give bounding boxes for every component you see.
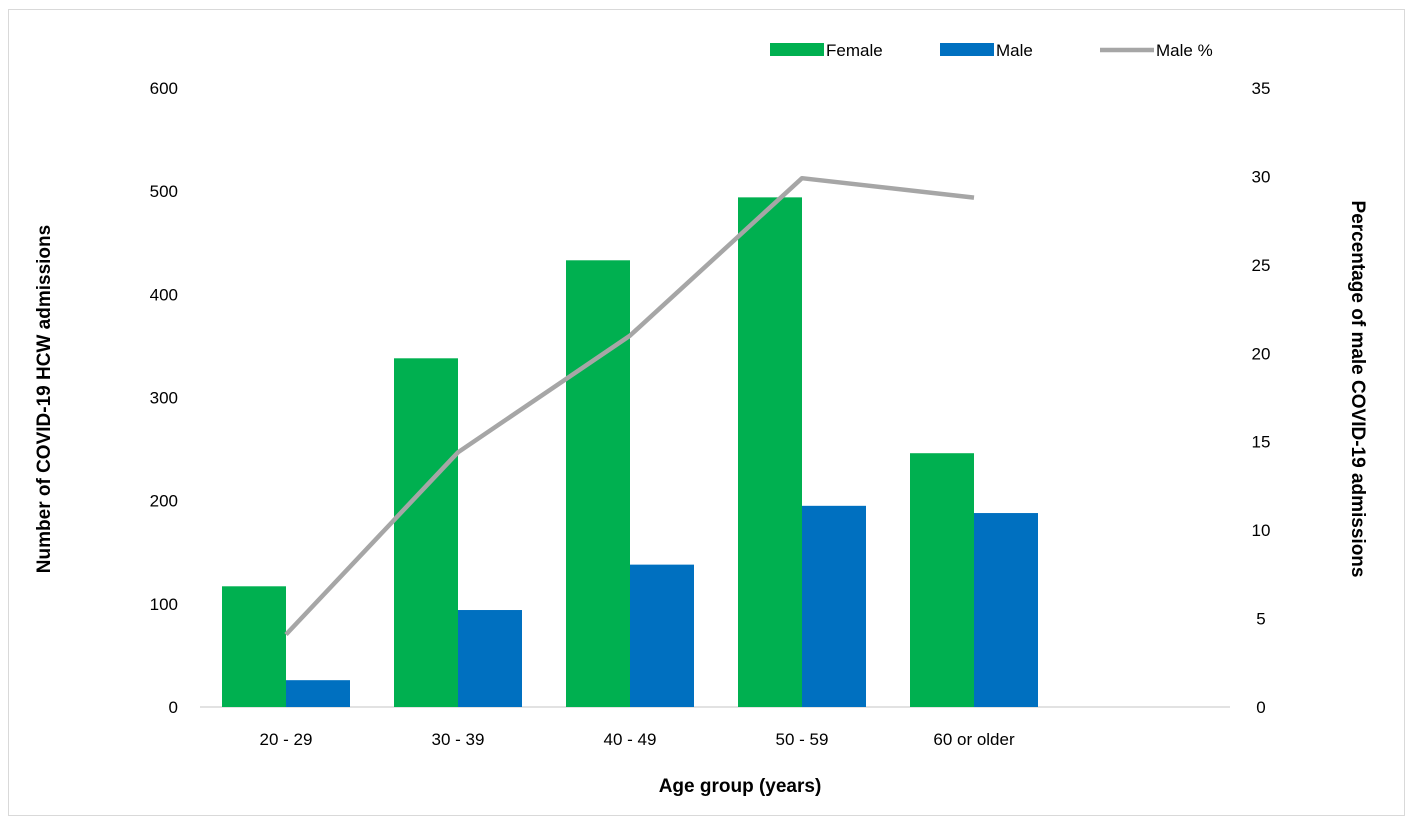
legend-swatch-male [940, 43, 994, 56]
bar-female-2 [566, 260, 630, 707]
bar-female-3 [738, 197, 802, 707]
legend-label-male: Male % [1156, 41, 1213, 60]
x-tick-label: 20 - 29 [260, 730, 313, 749]
y2-tick-label: 20 [1252, 344, 1271, 363]
y2-tick-label: 35 [1252, 79, 1271, 98]
male-pct-line-group [284, 175, 975, 637]
right-axis-ticks: 0 5 10 15 20 25 30 35 [1252, 79, 1271, 717]
y-axis-title: Number of COVID-19 HCW admissions [34, 225, 55, 573]
y2-tick-label: 25 [1252, 256, 1271, 275]
legend-label-female: Female [826, 41, 883, 60]
y2-tick-label: 0 [1256, 698, 1265, 717]
bar-female-1 [394, 358, 458, 707]
legend: Female Male Male % [770, 41, 1213, 60]
y2-tick-label: 30 [1252, 167, 1271, 186]
x-tick-label: 50 - 59 [776, 730, 829, 749]
y-tick-label: 400 [150, 285, 178, 304]
y2-tick-label: 5 [1256, 610, 1265, 629]
bar-male-3 [802, 505, 866, 707]
y-tick-label: 0 [169, 698, 178, 717]
legend-swatch-female [770, 43, 824, 56]
y-tick-label: 500 [150, 182, 178, 201]
left-axis-ticks: 0 100 200 300 400 500 600 [150, 79, 178, 717]
bar-male-2 [630, 564, 694, 707]
y-tick-label: 100 [150, 595, 178, 614]
bar-male-1 [458, 610, 522, 707]
legend-label-male: Male [996, 41, 1033, 60]
x-tick-label: 60 or older [933, 730, 1015, 749]
x-tick-label: 30 - 39 [432, 730, 485, 749]
bars-group [222, 197, 1038, 707]
y-tick-label: 200 [150, 492, 178, 511]
bar-female-4 [910, 453, 974, 707]
bar-female-0 [222, 586, 286, 707]
y2-axis-title: Percentage of male COVID-19 admissions [1347, 201, 1368, 578]
y-tick-label: 300 [150, 389, 178, 408]
bar-male-4 [974, 513, 1038, 707]
y2-tick-label: 15 [1252, 433, 1271, 452]
bar-male-0 [286, 680, 350, 707]
y2-tick-label: 10 [1252, 521, 1271, 540]
x-axis-title: Age group (years) [659, 776, 822, 797]
x-axis-ticks: 20 - 29 30 - 39 40 - 49 50 - 59 60 or older [260, 730, 1015, 749]
x-tick-label: 40 - 49 [604, 730, 657, 749]
y-tick-label: 600 [150, 79, 178, 98]
